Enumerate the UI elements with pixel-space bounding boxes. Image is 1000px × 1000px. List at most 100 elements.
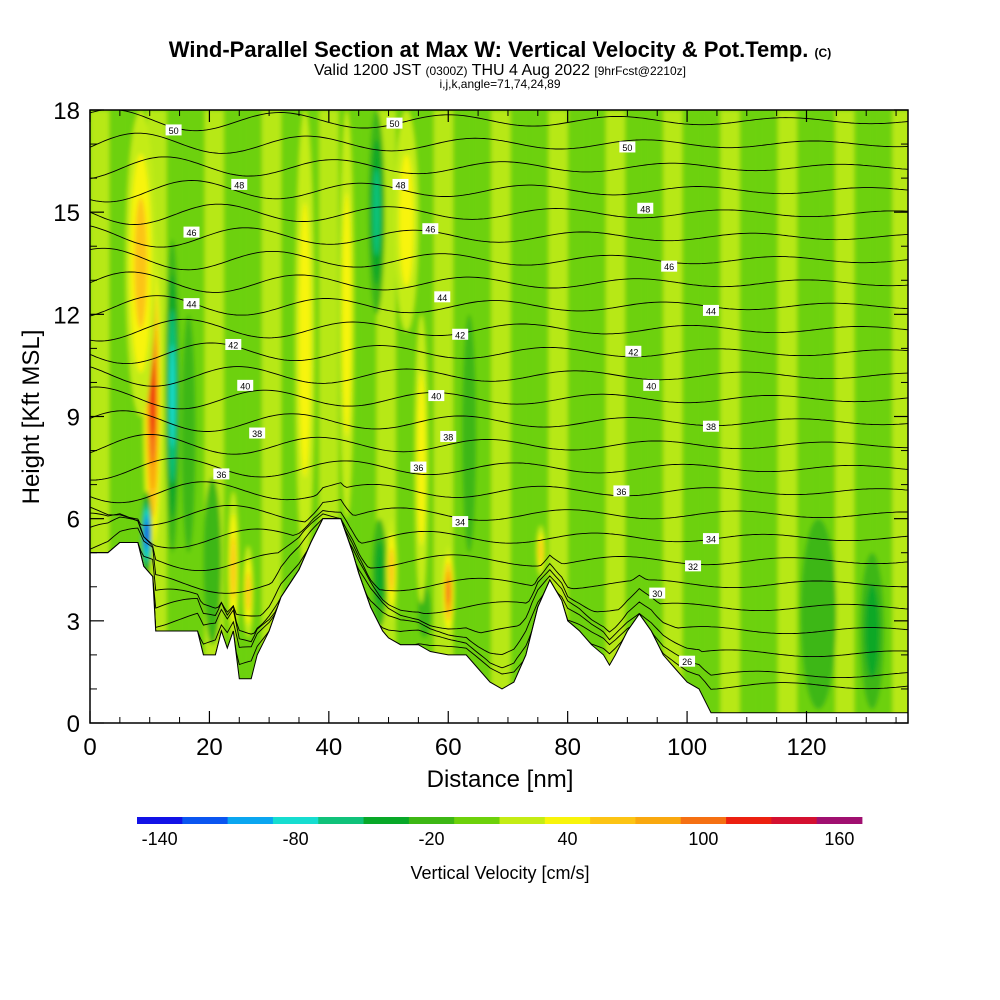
contour-label-box bbox=[452, 516, 469, 528]
colorbar-swatch bbox=[137, 817, 183, 824]
y-axis-label: Height [Kft MSL] bbox=[18, 329, 45, 505]
contour-label-box bbox=[237, 379, 254, 391]
contour-label-box bbox=[685, 560, 702, 572]
contour-label-box bbox=[231, 178, 248, 190]
vv-background-band bbox=[682, 110, 702, 723]
colorbar-tick-label: 100 bbox=[688, 829, 718, 849]
y-tick-label: 9 bbox=[67, 405, 80, 432]
contour-label-box bbox=[392, 178, 409, 190]
contour-label-box bbox=[661, 260, 678, 272]
colorbar-swatch bbox=[272, 817, 319, 824]
vv-background-band bbox=[777, 110, 798, 723]
isentrope-line bbox=[90, 518, 908, 679]
contour-label-text: 46 bbox=[425, 225, 435, 235]
vertical-velocity-field bbox=[90, 110, 908, 723]
colorbar-swatch bbox=[182, 817, 229, 824]
contour-label-box bbox=[679, 655, 696, 667]
contour-label: 36 bbox=[613, 485, 630, 497]
contour-label: 44 bbox=[702, 304, 719, 316]
colorbar: -140 -80 -20 40 100 160 bbox=[137, 817, 863, 849]
vv-core bbox=[800, 518, 837, 710]
contour-label-box bbox=[165, 124, 182, 136]
vv-core bbox=[399, 154, 414, 288]
vv-background-band bbox=[605, 110, 626, 723]
colorbar-tick-label: 160 bbox=[824, 829, 854, 849]
colorbar-swatch bbox=[544, 817, 591, 824]
contour-label-box bbox=[702, 533, 719, 545]
contour-label-box bbox=[702, 420, 719, 432]
contour-label-text: 36 bbox=[413, 463, 423, 473]
contour-label-box bbox=[452, 328, 469, 340]
contour-label-text: 36 bbox=[616, 487, 626, 497]
contour-label-text: 44 bbox=[706, 306, 716, 316]
plot-area: 50 48 46 44 42 40 38 36 50 48 46 44 42 40 38 36 34 50 48 46… bbox=[90, 110, 908, 723]
contour-label-text: 38 bbox=[443, 432, 453, 442]
vv-core bbox=[389, 547, 394, 592]
vv-background-band bbox=[663, 110, 683, 723]
isentrope-line bbox=[90, 247, 908, 271]
colorbar-swatch bbox=[318, 817, 364, 824]
contour-label-text: 40 bbox=[431, 392, 441, 402]
x-tick-label: 20 bbox=[196, 734, 223, 761]
isentrope-line bbox=[90, 295, 908, 317]
x-tick-label: 40 bbox=[315, 734, 342, 761]
isentrope-line bbox=[90, 518, 908, 594]
contour-label-box bbox=[625, 345, 642, 357]
isentrope-line bbox=[90, 434, 908, 455]
contour-label-box bbox=[183, 226, 200, 238]
contour-label-text: 44 bbox=[186, 300, 196, 310]
colorbar-swatch bbox=[408, 817, 455, 824]
contour-label-text: 32 bbox=[688, 562, 698, 572]
colorbar-swatch bbox=[635, 817, 682, 824]
y-tick-label: 15 bbox=[53, 200, 80, 227]
contour-label-text: 40 bbox=[240, 381, 250, 391]
contour-label-box bbox=[428, 390, 445, 402]
potential-temperature-contours bbox=[90, 110, 908, 690]
colorbar-swatch bbox=[771, 817, 818, 824]
vv-background-band bbox=[510, 110, 530, 723]
contour-label-box bbox=[213, 468, 230, 480]
isentrope-line bbox=[90, 366, 908, 387]
vv-background-band bbox=[586, 110, 607, 723]
contour-label: 38 bbox=[440, 430, 457, 442]
vv-core bbox=[417, 372, 426, 546]
contour-label-text: 34 bbox=[455, 518, 465, 528]
contour-label-text: 42 bbox=[628, 347, 638, 357]
vv-background-band bbox=[701, 110, 722, 723]
terrain-mask bbox=[90, 518, 908, 723]
contour-label-text: 26 bbox=[682, 657, 692, 667]
contour-label-text: 30 bbox=[652, 589, 662, 599]
vv-background-band bbox=[567, 110, 588, 723]
vv-core bbox=[150, 360, 155, 439]
contour-label-box bbox=[619, 141, 636, 153]
contour-label: 42 bbox=[225, 338, 242, 350]
colorbar-swatch bbox=[816, 817, 863, 824]
colorbar-label: Vertical Velocity [cm/s] bbox=[410, 863, 590, 883]
contour-label: 40 bbox=[643, 379, 660, 391]
contour-label-box bbox=[410, 461, 427, 473]
colorbar-tick-label: -140 bbox=[142, 829, 178, 849]
isentrope-line bbox=[90, 518, 908, 635]
y-tick-label: 0 bbox=[67, 711, 80, 738]
vv-background-band bbox=[624, 110, 645, 723]
vv-core bbox=[461, 314, 477, 553]
isentrope-line bbox=[90, 132, 908, 154]
contour-label-box bbox=[386, 117, 403, 129]
isentrope-line bbox=[90, 510, 908, 549]
vv-core bbox=[539, 540, 543, 562]
isentrope-line bbox=[90, 180, 908, 203]
vv-core bbox=[203, 477, 222, 645]
contour-label: 50 bbox=[165, 124, 182, 136]
contour-label-text: 46 bbox=[664, 262, 674, 272]
colorbar-tick-label: -80 bbox=[283, 829, 309, 849]
vv-background-band bbox=[739, 110, 760, 723]
isentrope-line bbox=[90, 518, 908, 617]
vv-core bbox=[373, 168, 381, 256]
contour-label: 36 bbox=[213, 468, 230, 480]
vv-core bbox=[170, 343, 175, 449]
contour-label-box bbox=[613, 485, 630, 497]
vv-background-band bbox=[491, 110, 511, 723]
colorbar-tick-label: 40 bbox=[557, 829, 577, 849]
